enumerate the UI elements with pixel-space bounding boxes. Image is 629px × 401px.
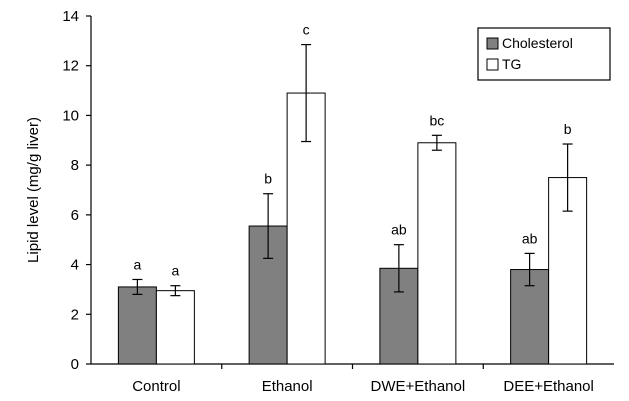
significance-label: ab: [522, 230, 538, 246]
y-tick-label: 4: [71, 257, 79, 274]
y-tick-label: 12: [62, 58, 79, 75]
y-tick-label: 10: [62, 107, 79, 124]
y-tick-label: 0: [71, 356, 79, 373]
x-tick-label: DEE+Ethanol: [503, 378, 593, 395]
legend-swatch: [486, 37, 499, 50]
x-tick-label: Control: [132, 378, 180, 395]
legend-swatch: [486, 58, 499, 71]
significance-label: bc: [429, 112, 444, 128]
legend-frame: [477, 27, 611, 81]
bar: [379, 267, 419, 365]
legend: Cholesterol TG: [477, 27, 611, 81]
significance-label: a: [171, 263, 179, 279]
y-axis-title: Lipid level (mg/g liver): [25, 117, 42, 263]
significance-label: c: [303, 22, 310, 38]
y-tick-label: 2: [71, 306, 79, 323]
significance-label: b: [264, 171, 272, 187]
x-tick-label: Ethanol: [262, 378, 313, 395]
bar: [417, 142, 457, 365]
legend-label: TG: [502, 56, 521, 72]
y-tick-label: 6: [71, 207, 79, 224]
x-axis: Control Ethanol DWE+Ethanol DEE+Ethanol: [91, 363, 614, 395]
y-axis: 0 2 4 6 8 10 12 14: [62, 8, 92, 373]
significance-label: b: [564, 121, 572, 137]
significance-label: a: [133, 256, 141, 272]
error-bars: [132, 43, 573, 297]
bar: [155, 290, 195, 365]
bars: [117, 92, 588, 365]
y-tick-label: 14: [62, 8, 79, 25]
x-tick-label: DWE+Ethanol: [371, 378, 466, 395]
legend-label: Cholesterol: [502, 35, 573, 51]
significance-label: ab: [391, 222, 407, 238]
y-tick-label: 8: [71, 157, 79, 174]
bar: [117, 286, 157, 365]
